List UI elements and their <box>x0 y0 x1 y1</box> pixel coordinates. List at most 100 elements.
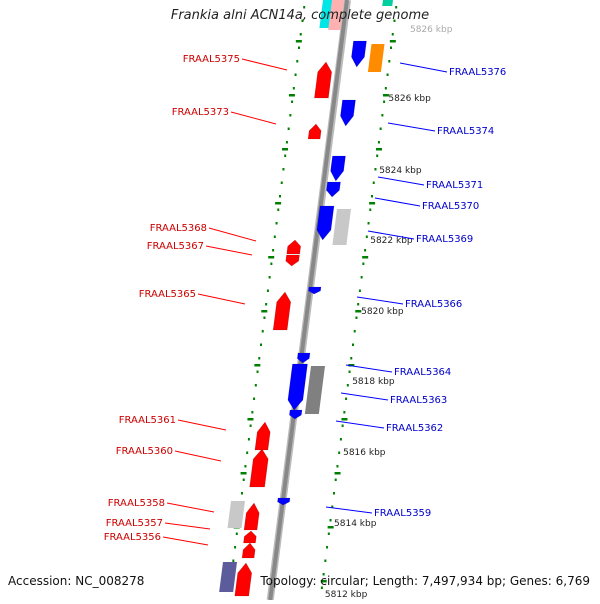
tick-dot <box>322 573 325 576</box>
major-tick <box>389 40 396 43</box>
major-tick <box>369 202 376 205</box>
leader-line <box>241 58 288 71</box>
tick-dot <box>291 100 294 103</box>
leader-line <box>164 522 211 530</box>
tick-dot <box>334 478 337 481</box>
gene-label-fraal5373: FRAAL5373 <box>172 107 229 118</box>
tick-dot <box>369 208 372 211</box>
gene-label-fraal5367: FRAAL5367 <box>147 241 204 252</box>
gene-label-fraal5359: FRAAL5359 <box>374 508 431 519</box>
tick-dot <box>345 397 348 400</box>
major-tick <box>320 580 327 583</box>
tick-dot <box>275 222 278 225</box>
tick-dot <box>298 46 301 49</box>
tick-dot <box>376 154 379 157</box>
tick-dot <box>381 114 384 117</box>
accession-label: Accession: NC_008278 <box>8 574 145 588</box>
gene-arrow-fraal5368 <box>286 239 302 255</box>
leader-line <box>174 450 222 462</box>
gene-arrow-fraal5375 <box>314 61 333 99</box>
gene-label-fraal5365: FRAAL5365 <box>139 289 196 300</box>
tick-dot <box>296 60 299 63</box>
gene-label-fraal5361: FRAAL5361 <box>119 415 176 426</box>
gene-arrow-fraal5356 <box>241 542 256 559</box>
gene-teal <box>382 0 393 6</box>
tick-dot <box>379 127 382 130</box>
major-tick <box>295 40 302 43</box>
tick-dot <box>244 465 247 468</box>
gene-arrow-fraal5367 <box>285 254 300 267</box>
scale-label: 5822 kbp <box>370 236 413 246</box>
tick-dot <box>240 492 243 495</box>
gene-box-slate <box>219 562 237 592</box>
leader-line <box>387 122 436 132</box>
major-tick <box>254 364 261 367</box>
gene-label-fraal5360: FRAAL5360 <box>116 446 173 457</box>
genome-title: Frankia alni ACN14a, complete genome <box>170 8 430 23</box>
tick-dot <box>341 424 344 427</box>
tick-dot <box>393 19 396 22</box>
tick-dot <box>279 195 281 198</box>
tick-dot <box>287 127 290 130</box>
gene-label-fraal5375: FRAAL5375 <box>183 54 240 65</box>
tick-dot <box>327 532 330 535</box>
leader-line <box>208 227 257 242</box>
gene-label-fraal5358: FRAAL5358 <box>108 498 165 509</box>
tick-dot <box>258 357 261 360</box>
tick-dot <box>320 586 323 589</box>
scale-label: 5820 kbp <box>361 307 404 317</box>
leader-line <box>197 293 246 305</box>
gene-label-fraal5371: FRAAL5371 <box>426 180 483 191</box>
gene-label-fraal5356: FRAAL5356 <box>104 532 161 543</box>
leader-line <box>340 392 389 401</box>
leader-line <box>374 197 421 207</box>
leader-line <box>345 364 393 373</box>
tick-dot <box>256 370 259 373</box>
gene-label-fraal5369: FRAAL5369 <box>416 234 473 245</box>
tick-dot <box>339 438 342 441</box>
tick-dot <box>289 114 292 117</box>
gene-label-fraal5368: FRAAL5368 <box>150 223 207 234</box>
tick-dot <box>357 303 360 306</box>
gene-arrow-fraal5369 <box>316 205 335 241</box>
gene-arrow-fraal5361 <box>254 421 271 451</box>
gene-arrow-fraal5358b <box>243 502 260 531</box>
tick-dot <box>273 235 276 238</box>
tick-dot <box>301 19 304 22</box>
leader-line <box>377 176 425 186</box>
gene-arrow-fraal5364 <box>296 352 311 364</box>
major-tick <box>268 256 275 259</box>
leader-line <box>177 419 227 431</box>
gene-arrow-fraal5374 <box>340 99 356 127</box>
gene-label-fraal5376: FRAAL5376 <box>449 67 506 78</box>
tick-dot <box>277 208 280 211</box>
gene-label-fraal5362: FRAAL5362 <box>386 423 443 434</box>
scale-label: 5812 kbp <box>325 590 368 600</box>
tick-dot <box>374 168 377 171</box>
leader-line <box>205 245 253 256</box>
gene-arrow-fraal5360 <box>249 448 269 488</box>
tick-dot <box>353 330 356 333</box>
tick-dot <box>390 46 393 49</box>
tick-dot <box>336 465 339 468</box>
leader-line <box>399 62 448 73</box>
tick-dot <box>329 519 332 522</box>
tick-dot <box>372 181 375 184</box>
tick-dot <box>350 357 353 360</box>
tick-dot <box>285 141 288 144</box>
major-tick <box>348 364 355 367</box>
major-tick <box>261 310 268 313</box>
tick-dot <box>383 100 386 103</box>
major-tick <box>376 148 383 151</box>
tick-dot <box>360 276 363 279</box>
gene-label-fraal5363: FRAAL5363 <box>390 395 447 406</box>
tick-dot <box>280 181 283 184</box>
leader-line <box>367 230 415 240</box>
gene-arrow-fraal5363 <box>287 363 308 411</box>
gene-label-fraal5366: FRAAL5366 <box>405 299 462 310</box>
scale-label: 5824 kbp <box>379 166 422 176</box>
tick-dot <box>348 370 351 373</box>
tick-dot <box>246 451 249 454</box>
